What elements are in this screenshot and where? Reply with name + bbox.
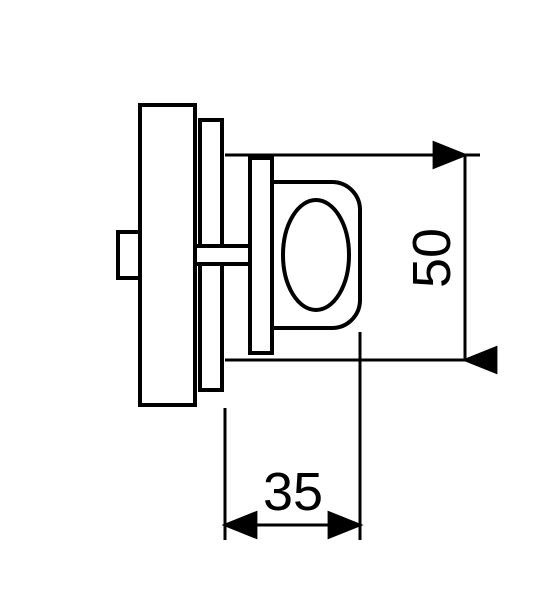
dim-value-35: 35 <box>263 462 323 522</box>
knob-base-plate <box>250 158 272 353</box>
back-plate <box>140 105 195 405</box>
knob-face-ellipse <box>283 200 349 310</box>
stem <box>195 246 250 264</box>
back-plate-tab <box>118 232 140 278</box>
dim-value-50: 50 <box>402 228 462 288</box>
dimensioned-drawing: 50 35 <box>0 0 555 603</box>
